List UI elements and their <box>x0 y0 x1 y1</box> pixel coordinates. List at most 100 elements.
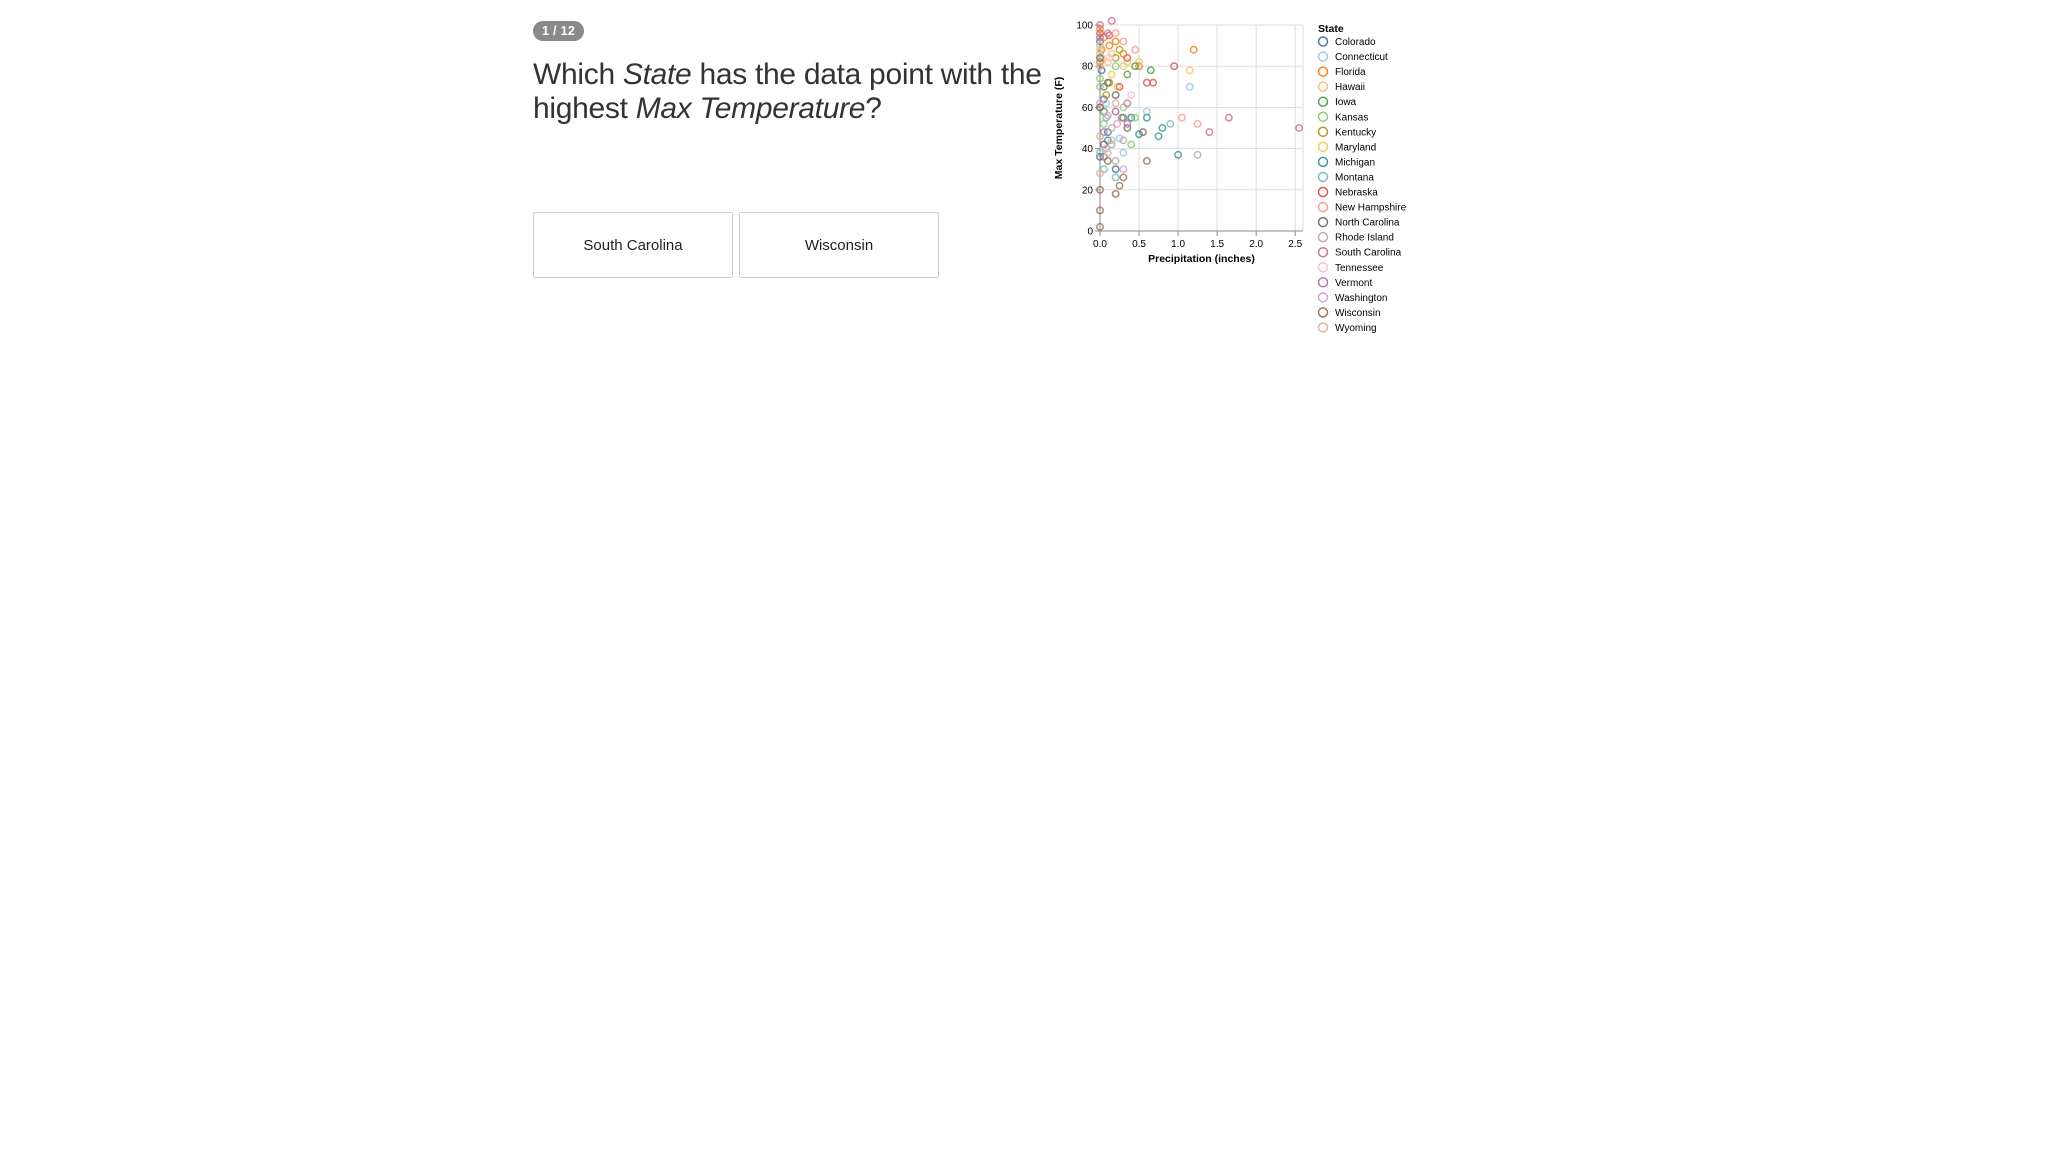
data-point <box>1131 62 1140 71</box>
y-tick-label: 20 <box>1082 185 1094 196</box>
answer-button-wisconsin[interactable]: Wisconsin <box>739 212 939 278</box>
data-point <box>1113 119 1122 128</box>
data-point <box>1127 140 1136 149</box>
question-part-3: ? <box>865 92 882 125</box>
answer-button-south-carolina[interactable]: South Carolina <box>533 212 733 278</box>
data-point <box>1103 148 1112 157</box>
data-point <box>1119 165 1128 174</box>
data-point <box>1178 113 1186 122</box>
x-tick-label: 2.0 <box>1249 239 1263 250</box>
data-point <box>1113 82 1122 91</box>
data-point <box>1135 130 1143 139</box>
legend-swatch <box>1317 262 1329 273</box>
legend-swatch <box>1317 277 1329 288</box>
legend-swatch <box>1317 36 1329 47</box>
data-point <box>1189 45 1198 54</box>
data-point <box>1103 29 1112 38</box>
progress-badge: 1 / 12 <box>533 21 585 41</box>
data-point <box>1103 157 1112 165</box>
x-tick-label: 2.5 <box>1288 239 1302 250</box>
legend-swatch <box>1317 141 1329 153</box>
legend-label: Michigan <box>1335 157 1375 168</box>
legend-label: Hawaii <box>1335 82 1365 93</box>
data-point <box>1096 33 1104 42</box>
data-point <box>1170 62 1179 71</box>
legend-swatch <box>1317 81 1329 92</box>
data-point <box>1123 70 1132 79</box>
legend-label: Kentucky <box>1335 127 1376 138</box>
data-point <box>1099 165 1108 174</box>
data-point <box>1127 113 1136 122</box>
data-point <box>1119 173 1128 182</box>
y-tick-label: 80 <box>1082 62 1094 73</box>
x-tick-label: 0.0 <box>1093 239 1107 250</box>
data-point <box>1107 16 1116 25</box>
legend-label: Maryland <box>1335 142 1376 153</box>
data-point <box>1224 113 1233 122</box>
data-point <box>1185 82 1194 91</box>
data-point <box>1115 134 1124 143</box>
legend-swatch <box>1317 51 1329 62</box>
y-axis-title: Max Temperature (F) <box>1053 77 1065 180</box>
legend-label: Rhode Island <box>1335 233 1394 244</box>
x-tick-label: 1.0 <box>1171 239 1185 250</box>
data-point <box>1111 157 1120 165</box>
data-point <box>1123 54 1132 62</box>
data-point <box>1096 74 1104 83</box>
legend-label: Washington <box>1335 293 1387 304</box>
data-point <box>1096 206 1104 215</box>
chart-legend: State Colorado Connecticut Florida Hawaii Io… <box>1317 23 1407 334</box>
data-point <box>1115 181 1124 190</box>
data-point <box>1099 82 1108 91</box>
data-point <box>1193 150 1202 159</box>
data-point <box>1135 62 1143 71</box>
legend-label: Montana <box>1335 172 1374 183</box>
chart-points <box>1096 16 1304 231</box>
data-point <box>1096 82 1104 91</box>
data-point <box>1123 119 1132 128</box>
data-point <box>1096 58 1104 67</box>
data-point <box>1096 21 1104 29</box>
data-point <box>1105 41 1114 50</box>
data-point <box>1103 58 1112 67</box>
legend-label: South Carolina <box>1335 248 1402 259</box>
data-point <box>1096 169 1104 178</box>
data-point <box>1096 49 1104 58</box>
data-point <box>1123 58 1132 67</box>
data-point <box>1119 62 1128 71</box>
legend-label: Vermont <box>1335 278 1372 289</box>
data-point <box>1102 144 1111 153</box>
legend-label: Nebraska <box>1335 188 1378 199</box>
data-point <box>1096 148 1104 157</box>
data-point <box>1096 152 1104 161</box>
data-point <box>1111 107 1120 116</box>
data-point <box>1158 124 1167 132</box>
x-tick-label: 1.5 <box>1210 239 1224 250</box>
data-point <box>1111 91 1120 99</box>
legend-label: Wisconsin <box>1335 308 1381 319</box>
data-point <box>1119 136 1128 145</box>
data-point <box>1096 132 1104 141</box>
data-point <box>1107 70 1116 79</box>
question-field-max-temperature: Max Temperature <box>635 92 866 125</box>
data-point <box>1119 37 1128 46</box>
legend-swatch <box>1317 111 1329 122</box>
data-point <box>1096 45 1104 54</box>
data-point <box>1102 91 1111 99</box>
data-point <box>1123 124 1132 132</box>
data-point <box>1103 111 1112 120</box>
legend-label: Colorado <box>1335 37 1376 48</box>
question-part-1: Which <box>533 58 623 91</box>
data-point <box>1096 222 1104 231</box>
legend-swatch <box>1317 186 1329 198</box>
data-point <box>1193 119 1202 128</box>
legend-swatch <box>1317 156 1329 168</box>
data-point <box>1138 128 1147 137</box>
legend-swatch <box>1317 231 1329 243</box>
data-point <box>1096 41 1104 50</box>
data-point <box>1142 78 1151 87</box>
question-field-state: State <box>622 58 692 91</box>
data-point <box>1174 150 1183 159</box>
legend-swatch <box>1317 96 1329 107</box>
